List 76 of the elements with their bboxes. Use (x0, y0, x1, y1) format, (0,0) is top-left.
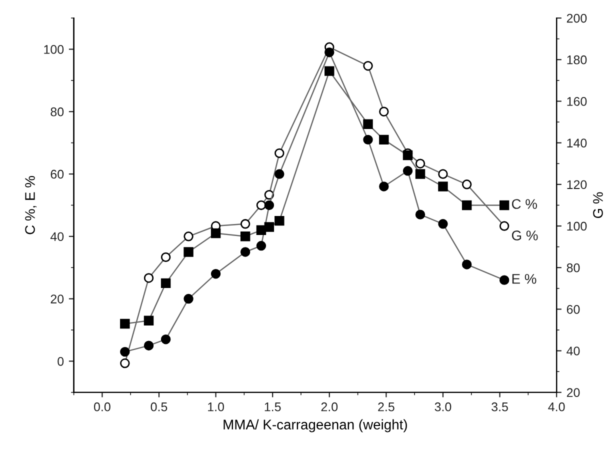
series-label: G % (512, 230, 538, 240)
point (184, 247, 194, 257)
point (462, 200, 472, 210)
y2-tick-label: 160 (567, 97, 587, 106)
y2-tick-label: 80 (566, 263, 580, 272)
y-tick-label: 60 (50, 170, 64, 179)
point (240, 247, 250, 257)
point (415, 210, 426, 220)
point (402, 166, 413, 176)
point (256, 240, 266, 251)
point (160, 278, 171, 288)
y-tick-label: 20 (50, 294, 64, 304)
point (120, 346, 130, 357)
point (264, 222, 274, 232)
point (210, 228, 221, 238)
point (379, 134, 389, 145)
point (438, 219, 448, 229)
point (379, 106, 389, 116)
point (462, 180, 472, 190)
y2-tick-label: 20 (566, 388, 580, 398)
point (184, 294, 194, 304)
point (144, 316, 154, 326)
point (160, 334, 171, 344)
y2-axis-title: G % (593, 192, 603, 218)
y-tick-label: 100 (44, 45, 64, 54)
x-tick-label: 1.0 (208, 402, 224, 412)
point (363, 134, 373, 145)
point (240, 219, 250, 229)
point (264, 200, 274, 210)
point (379, 182, 389, 192)
x-tick-label: 0.0 (94, 402, 110, 412)
point (363, 61, 373, 71)
point (324, 47, 334, 58)
point (144, 340, 154, 350)
y2-tick-label: 100 (567, 222, 587, 231)
point (415, 158, 426, 168)
x-tick-label: 4.0 (548, 402, 565, 412)
y-tick-label: 40 (50, 232, 64, 242)
point (274, 216, 284, 226)
point (144, 273, 154, 283)
x-tick-label: 2.0 (321, 402, 338, 412)
x-tick-label: 3.5 (492, 402, 508, 412)
point (120, 358, 130, 368)
y2-tick-label: 40 (566, 346, 580, 356)
point (462, 260, 472, 270)
y2-tick-label: 60 (566, 304, 580, 314)
y2-tick-label: 140 (567, 138, 587, 148)
x-tick-label: 3.0 (434, 402, 452, 412)
point (438, 169, 448, 179)
y2-tick-label: 120 (567, 180, 587, 190)
x-tick-label: 2.5 (378, 402, 394, 412)
x-axis-title: MMA/ Κ-carrageenan (weight) (224, 419, 407, 432)
y-tick-label: 80 (50, 107, 64, 116)
y-axis-title: C %, E % (25, 176, 37, 234)
point (499, 275, 510, 285)
series-label: C % (512, 199, 538, 209)
point (499, 200, 510, 210)
y-tick-label: 0 (58, 356, 64, 366)
point (120, 318, 130, 329)
point (363, 119, 373, 129)
point (210, 268, 221, 279)
point (160, 252, 171, 262)
y2-tick-label: 180 (567, 55, 587, 64)
point (274, 148, 284, 158)
point (184, 232, 194, 242)
y2-tick-label: 200 (566, 14, 587, 23)
point (274, 169, 284, 179)
point (240, 232, 250, 242)
point (415, 169, 426, 179)
x-tick-label: 0.5 (150, 402, 168, 412)
x-tick-label: 1.5 (264, 402, 281, 412)
point (324, 66, 334, 76)
series-label: E % (512, 274, 536, 284)
point (438, 182, 448, 192)
point (499, 221, 510, 231)
point (256, 200, 266, 210)
